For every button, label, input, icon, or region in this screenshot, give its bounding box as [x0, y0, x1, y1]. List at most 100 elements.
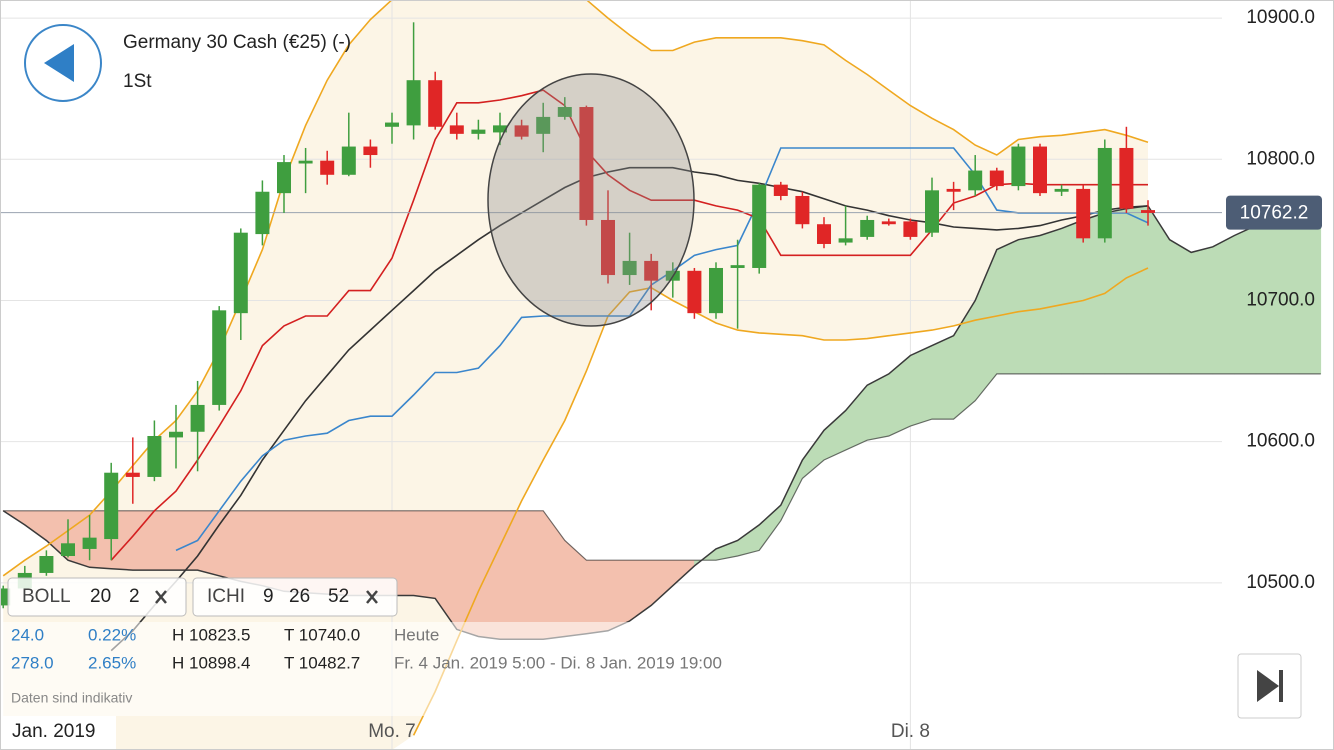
candle-body	[838, 238, 853, 243]
cloud-segment	[1212, 235, 1235, 375]
candle-body	[579, 107, 594, 220]
cloud-segment	[1018, 235, 1041, 375]
candle-body	[795, 195, 810, 225]
candle-body	[1054, 188, 1069, 192]
candle-body	[989, 170, 1004, 187]
candle-body	[125, 472, 140, 477]
candle-body	[536, 116, 551, 134]
candle-body	[773, 184, 788, 196]
stat-value: 0.22%	[88, 625, 136, 644]
candle-body	[449, 125, 464, 134]
last-price-label: 10762.2	[1240, 203, 1309, 224]
cloud-segment	[910, 345, 933, 427]
jump-to-end-button[interactable]	[1237, 653, 1302, 719]
candle-body	[557, 107, 572, 117]
y-tick-label: 10800.0	[1246, 148, 1315, 169]
candle-body	[363, 146, 378, 156]
indicator-chip[interactable]: ICHI 9 26 52	[192, 577, 398, 617]
remove-icon[interactable]	[155, 590, 167, 604]
candle-body	[406, 80, 421, 126]
stats-backdrop	[0, 622, 790, 716]
period-label: Jan. 2019	[12, 721, 95, 742]
bollinger-middle-line	[110, 166, 1149, 652]
period-box	[0, 716, 116, 750]
indicator-chip[interactable]: BOLL 20 2	[7, 577, 187, 617]
remove-icon[interactable]	[366, 590, 378, 604]
x-tick-label: Di. 8	[891, 721, 930, 742]
indicator-name: BOLL	[22, 586, 71, 607]
interval: 1St	[123, 71, 152, 92]
candle-body	[233, 232, 248, 314]
x-tick-label: Mo. 7	[368, 721, 416, 742]
candle-body	[320, 160, 335, 175]
candle-body	[104, 472, 119, 540]
candle-body	[1011, 146, 1026, 187]
candle-body	[471, 129, 486, 134]
candle-body	[925, 190, 939, 233]
candle-body	[82, 537, 97, 549]
indicator-param: 9	[263, 586, 274, 607]
cloud-segment	[175, 510, 198, 571]
stat-value: T 10482.7	[284, 653, 360, 672]
stat-value: H 10823.5	[172, 625, 250, 644]
candle-body	[1119, 147, 1134, 209]
candle-body	[212, 310, 227, 405]
stat-value: T 10740.0	[284, 625, 360, 644]
cloud-segment	[1061, 219, 1084, 375]
candle-body	[622, 260, 637, 276]
candle-body	[730, 265, 745, 268]
candle-body	[277, 162, 291, 194]
cloud-segment	[521, 510, 544, 640]
back-button[interactable]	[24, 24, 102, 102]
candle-body	[752, 184, 767, 268]
candle-body	[1076, 188, 1091, 239]
candle-body	[39, 556, 54, 573]
stat-value: Fr. 4 Jan. 2019 5:00 - Di. 8 Jan. 2019 1…	[394, 653, 722, 672]
candle-body	[1141, 210, 1155, 213]
candle-body	[946, 188, 961, 192]
candle-body	[341, 146, 356, 175]
stat-value: 278.0	[11, 653, 54, 672]
candle-body	[687, 270, 702, 314]
candle-body	[514, 125, 529, 137]
stat-value: H 10898.4	[172, 653, 250, 672]
cloud-segment	[996, 239, 1019, 375]
indicator-param: 52	[328, 586, 349, 607]
cloud-segment	[499, 510, 522, 640]
candle-body	[817, 224, 831, 244]
last-price-tag	[1226, 195, 1322, 230]
ichimoku-conversion-line	[110, 89, 1148, 561]
candle-body	[709, 267, 723, 314]
bollinger-lower-line	[412, 267, 1149, 736]
indicator-param: 26	[289, 586, 310, 607]
candle-body	[61, 543, 75, 557]
ichimoku-base-line	[175, 147, 1149, 552]
indicator-name: ICHI	[207, 586, 245, 607]
y-tick-label: 10600.0	[1246, 431, 1315, 452]
cloud-segment	[197, 510, 220, 577]
indicator-param: 2	[129, 586, 140, 607]
disclaimer: Daten sind indikativ	[11, 690, 132, 706]
cloud-segment	[1169, 239, 1192, 375]
cloud-segment	[1126, 205, 1149, 375]
cloud-segment	[607, 559, 630, 632]
cloud-segment	[240, 510, 263, 587]
bollinger-upper-line	[2, 0, 1149, 577]
candle-body	[644, 260, 659, 281]
candle-body	[298, 160, 313, 164]
candle-body	[428, 80, 443, 127]
candle-body	[601, 219, 615, 276]
candle-body	[493, 125, 507, 133]
y-tick-label: 10700.0	[1246, 289, 1315, 310]
stat-value: Heute	[394, 625, 439, 644]
highlight-ellipse	[487, 73, 695, 327]
candle-body	[968, 170, 983, 191]
candle-body	[1033, 146, 1047, 194]
cloud-segment	[478, 510, 501, 640]
candle-body	[860, 219, 875, 237]
y-tick-label: 10900.0	[1246, 7, 1315, 28]
candle-body	[903, 221, 918, 237]
stats: 24.0 0.22% H 10823.5 T 10740.0 Heute 278.0 2.6…	[11, 625, 722, 672]
